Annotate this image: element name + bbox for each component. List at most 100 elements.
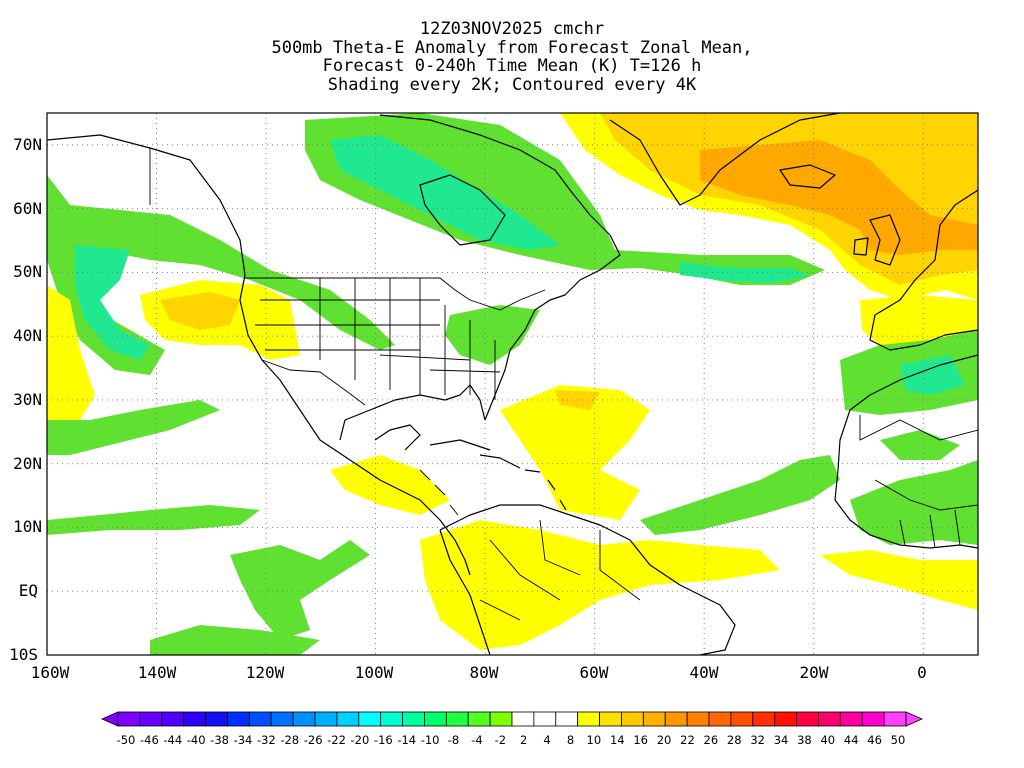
colorbar-tick-label: 2	[520, 733, 527, 747]
longitude-labels: 160W 140W 120W 100W 80W 60W 40W 20W 0	[31, 663, 927, 682]
colorbar-cell	[752, 711, 776, 727]
colorbar-cell	[358, 711, 382, 727]
colorbar-cell	[161, 711, 185, 727]
colorbar-cell	[730, 711, 754, 727]
colorbar-tick-label: 50	[891, 733, 906, 747]
colorbar-tick-label: 34	[774, 733, 789, 747]
colorbar-tick-label: -40	[187, 733, 206, 747]
colorbar-tick-label: 14	[610, 733, 625, 747]
lon-label: 160W	[31, 663, 70, 682]
colorbar-cell	[205, 711, 228, 727]
coastline-south-america	[439, 504, 736, 655]
lon-label: 40W	[690, 663, 719, 682]
map-frame	[46, 112, 979, 656]
title-line-2: 500mb Theta-E Anomaly from Forecast Zona…	[271, 37, 753, 58]
lon-label: 120W	[246, 663, 285, 682]
colorbar-tick-label: -26	[304, 733, 323, 747]
shade-south-america-yellow	[420, 520, 780, 650]
colorbar-tick-label: -38	[210, 733, 229, 747]
coastline-us-east	[379, 114, 621, 421]
shade-pacific-green-arm	[47, 175, 395, 375]
coastline-north-america	[47, 134, 471, 576]
shade-west-africa-green	[850, 460, 978, 545]
colorbar-tick-label: -22	[327, 733, 346, 747]
lat-label: 70N	[13, 135, 42, 154]
shade-subtropical-pacific-green	[47, 400, 220, 455]
shade-sahel-green	[880, 430, 960, 460]
colorbar-cell	[883, 711, 907, 727]
shade-tropical-pacific-green-3	[47, 505, 260, 535]
colorbar-tick-label: -20	[351, 733, 370, 747]
colorbar-cell	[248, 711, 272, 727]
colorbar-tick-label: 22	[680, 733, 695, 747]
south-america-borders	[479, 519, 641, 621]
colorbar-tick-label: 4	[543, 733, 550, 747]
lat-label: 40N	[13, 326, 42, 345]
lon-label: 60W	[580, 663, 609, 682]
coastline-yucatan-cuba	[374, 424, 491, 451]
shade-pacific-gold-40n	[160, 292, 240, 330]
colorbar-tick-label: -32	[257, 733, 276, 747]
colorbar-cell	[139, 711, 163, 727]
colorbar-high-arrow	[905, 711, 923, 727]
shade-canada-green	[305, 113, 825, 285]
colorbar-cell	[227, 711, 250, 727]
lat-label: 50N	[13, 262, 42, 281]
colorbar-cell	[467, 711, 491, 727]
colorbar-cell	[686, 711, 710, 727]
colorbar-cell	[708, 711, 732, 727]
map-area	[47, 113, 978, 655]
coastline-gulf-of-mexico	[339, 384, 486, 441]
colorbar-cell	[117, 711, 141, 727]
title-line-3: Forecast 0-240h Time Mean (K) T=126 h	[322, 56, 702, 76]
colorbar-tick-label: -10	[421, 733, 440, 747]
colorbar-tick-label: 44	[844, 733, 859, 747]
shade-tropical-atlantic-yellow	[500, 385, 650, 520]
coastline-british-isles	[853, 214, 901, 266]
colorbar-tick-label: 8	[567, 733, 574, 747]
lat-label: 60N	[13, 199, 42, 218]
colorbar-cell	[555, 711, 579, 727]
colorbar-tick-label: 32	[750, 733, 765, 747]
colorbar-cell	[183, 711, 206, 727]
chart-title-block: 12Z03NOV2025 cmchr 500mb Theta-E Anomaly…	[0, 20, 1024, 94]
colorbar-cell	[642, 711, 666, 727]
colorbar-cell	[861, 711, 885, 727]
lon-label: 0	[917, 663, 927, 682]
colorbar-tick-label: -2	[495, 733, 506, 747]
shade-dateline-yellow	[47, 285, 95, 425]
colorbar-tick-label: 20	[657, 733, 672, 747]
colorbar-cell	[380, 711, 403, 727]
coastline-europe	[869, 189, 978, 351]
latitude-labels: 70N 60N 50N 40N 30N 20N 10N EQ 10S	[9, 135, 42, 664]
colorbar-cell	[621, 711, 644, 727]
colorbar-low-arrow	[101, 711, 119, 727]
colorbar-tick-label: -16	[374, 733, 393, 747]
colorbar-cells	[101, 711, 923, 727]
lon-label: 20W	[800, 663, 829, 682]
colorbar-tick-label: 16	[633, 733, 648, 747]
colorbar-tick-label: 46	[867, 733, 882, 747]
colorbar-cell	[270, 711, 294, 727]
lat-label: EQ	[19, 581, 38, 600]
shade-mid-atlantic-teal	[680, 262, 810, 283]
lat-label: 10S	[9, 645, 38, 664]
colorbar-tick-label: -14	[397, 733, 416, 747]
shade-atlantic-itcz-green	[640, 455, 840, 535]
colorbar-cell	[489, 711, 513, 727]
colorbar-tick-label: -50	[117, 733, 136, 747]
colorbar-cell	[774, 711, 797, 727]
colorbar-cell	[839, 711, 863, 727]
colorbar-cell	[314, 711, 338, 727]
us-canada-border	[245, 277, 546, 311]
colorbar-tick-label: -34	[234, 733, 253, 747]
shade-gulf-guinea-yellow	[820, 550, 978, 610]
colorbar-cell	[796, 711, 819, 727]
coastline-iceland	[779, 164, 836, 189]
lat-label: 30N	[13, 390, 42, 409]
title-line-4: Shading every 2K; Contoured every 4K	[327, 74, 697, 95]
colorbar-tick-label: -46	[140, 733, 159, 747]
colorbar-tick-label: 40	[820, 733, 835, 747]
lat-label: 10N	[13, 517, 42, 536]
shade-tropical-pacific-green-1	[230, 540, 370, 640]
